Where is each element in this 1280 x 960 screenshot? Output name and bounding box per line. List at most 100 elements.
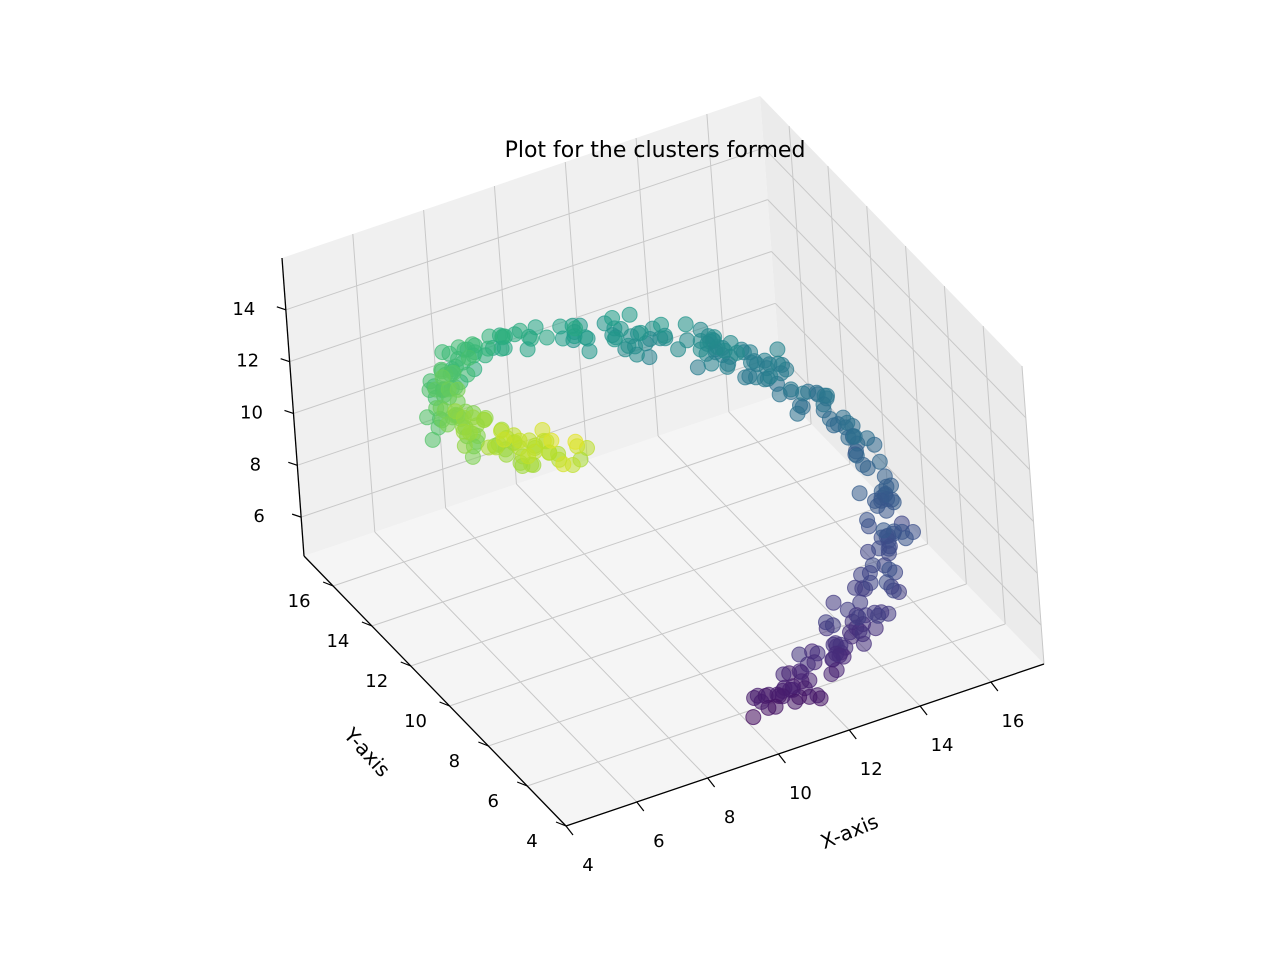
z-axis-tick [284,409,294,415]
x-axis-tick [777,753,786,764]
z-axis-tick-label: 12 [236,351,259,372]
data-point [769,341,786,358]
y-axis-tick [555,821,567,827]
grid-line [657,435,921,707]
grid-line [449,543,928,707]
data-point [818,614,834,631]
data-point [859,460,876,477]
data-point [855,635,872,652]
data-point [825,594,842,611]
data-point [692,341,709,358]
z-axis-tick [288,461,298,466]
data-point [762,368,779,385]
data-point [456,437,473,454]
x-axis-tick-label: 4 [582,855,593,876]
x-axis-label: X-axis [817,809,882,854]
data-point [897,530,914,547]
data-point [789,405,806,422]
data-point [628,346,645,363]
data-point [606,331,623,348]
data-point [795,385,812,402]
grid-line [352,233,376,533]
grid-line [1021,365,1045,665]
data-point [519,341,536,358]
data-point [670,341,687,358]
z-axis-tick [276,306,287,311]
data-point [728,344,745,361]
data-point [793,664,810,681]
data-point [567,433,584,450]
data-point [775,666,792,683]
y-axis-tick-label: 8 [449,751,460,772]
axis-panes [282,96,1044,826]
x-axis-tick-label: 14 [931,735,954,756]
x-axis-tick-label: 10 [789,783,812,804]
data-point [870,607,887,624]
axis-lines [281,257,1045,827]
grid-line [410,503,889,667]
grid-line [564,161,588,461]
x-axis-tick [565,825,574,836]
data-point [464,448,481,465]
y-axis-label: Y-axis [338,722,395,781]
data-point [846,428,863,445]
data-point [862,574,879,591]
x-axis-tick [990,681,999,692]
grid-line [763,147,1027,419]
y-axis-tick-label: 12 [365,671,388,692]
data-point [703,355,720,372]
axis-ticks: 4 6 8 10 12 14 16 4 6 8 10 12 14 16 6 8 10 12 14 [232,299,1024,876]
y-axis-tick [361,621,373,627]
z-axis-tick-label: 6 [253,506,264,527]
data-point [656,327,673,344]
grid-line [516,483,779,755]
data-point [455,423,472,440]
grid-line [728,411,992,683]
x-axis-tick-label: 8 [724,807,735,828]
grid-line [982,325,1006,625]
data-point [567,320,584,337]
data-point [480,439,497,456]
y-axis-tick [439,701,450,707]
y-axis-tick-label: 14 [326,631,349,652]
data-point [554,330,571,347]
data-point [719,358,736,375]
data-point [419,409,436,426]
data-point [859,512,876,528]
y-axis-tick [516,781,528,787]
grid-line [905,245,929,545]
x-axis-tick-label: 6 [653,831,664,852]
data-point [809,645,826,662]
data-point [753,693,770,710]
grid-line [866,205,890,505]
x-axis-tick [919,705,928,716]
x-axis-tick-label: 12 [860,759,883,780]
data-point [538,329,555,346]
data-point [480,340,497,357]
x-axis-line [565,663,1045,827]
grid-line [635,137,659,437]
data-point [604,310,621,326]
data-points [419,306,921,726]
data-point [839,414,856,431]
z-axis-line [281,257,305,557]
data-point [689,359,706,376]
data-point [424,431,441,448]
data-point [745,709,762,726]
data-point [823,666,840,682]
data-point [555,456,572,473]
grid-line [332,423,812,587]
data-point [885,582,902,599]
data-point [621,306,638,323]
back-right-pane [760,96,1044,664]
y-axis-tick-label: 10 [404,711,427,732]
data-point [677,316,694,333]
data-point [434,344,451,361]
grid-line [788,125,812,425]
data-point [496,431,512,448]
y-axis-tick [322,581,334,587]
data-point [460,349,477,366]
grid-line [374,531,638,803]
